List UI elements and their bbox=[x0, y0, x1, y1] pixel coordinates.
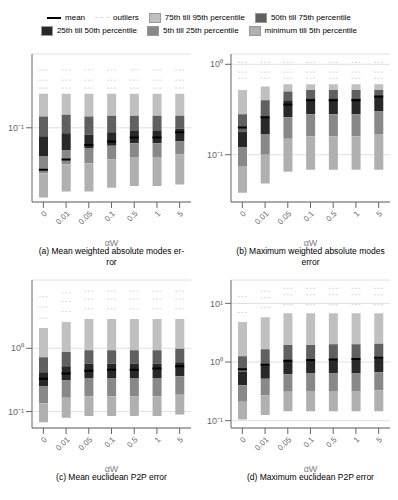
svg-text:0.5: 0.5 bbox=[324, 435, 339, 450]
svg-text:0.01: 0.01 bbox=[253, 209, 271, 227]
svg-text:0: 0 bbox=[39, 435, 49, 445]
svg-text:0.5: 0.5 bbox=[125, 209, 140, 224]
svg-text:αW: αW bbox=[304, 464, 318, 472]
html-text:ror: ror bbox=[106, 257, 117, 267]
svg-text:1: 1 bbox=[153, 209, 163, 219]
svg-text:5: 5 bbox=[375, 209, 385, 219]
svg-text:1: 1 bbox=[153, 435, 163, 445]
svg-text:5: 5 bbox=[176, 209, 186, 219]
svg-text:0.01: 0.01 bbox=[54, 435, 72, 453]
svg-text:0.05: 0.05 bbox=[276, 435, 294, 453]
html-text:25th till 50th percentile: 25th till 50th percentile bbox=[56, 26, 137, 35]
svg-text:10⁰: 10⁰ bbox=[11, 343, 24, 353]
svg-text:0.1: 0.1 bbox=[103, 209, 118, 224]
svg-text:5: 5 bbox=[375, 435, 385, 445]
svg-text:0.1: 0.1 bbox=[302, 435, 317, 450]
html-text:50th till 75th percentile: 50th till 75th percentile bbox=[270, 13, 351, 22]
svg-text:0.5: 0.5 bbox=[125, 435, 140, 450]
html-text:(c) Mean euclidean P2P error: (c) Mean euclidean P2P error bbox=[56, 472, 167, 482]
html-text:5th till 25th percentile: 5th till 25th percentile bbox=[163, 26, 239, 35]
svg-text:0.01: 0.01 bbox=[54, 209, 72, 227]
svg-text:10⁻¹: 10⁻¹ bbox=[8, 407, 24, 417]
svg-text:1: 1 bbox=[352, 435, 362, 445]
svg-text:10⁻¹: 10⁻¹ bbox=[207, 150, 223, 160]
svg-text:0.1: 0.1 bbox=[103, 435, 118, 450]
html-text:mean: mean bbox=[65, 13, 85, 22]
svg-text:αW: αW bbox=[105, 464, 119, 472]
svg-text:αW: αW bbox=[304, 238, 318, 246]
html-text:outliers: outliers bbox=[113, 13, 139, 22]
svg-text:1: 1 bbox=[352, 209, 362, 219]
svg-text:0.5: 0.5 bbox=[324, 209, 339, 224]
svg-text:10⁰: 10⁰ bbox=[210, 59, 223, 69]
html-text:error: error bbox=[301, 257, 320, 267]
svg-text:0.01: 0.01 bbox=[253, 435, 271, 453]
svg-text:0.05: 0.05 bbox=[276, 209, 294, 227]
svg-text:0.05: 0.05 bbox=[77, 435, 95, 453]
svg-text:0: 0 bbox=[238, 209, 248, 219]
html-text:(d) Maximum euclidean P2P erro: (d) Maximum euclidean P2P error bbox=[247, 472, 374, 482]
svg-text:0.1: 0.1 bbox=[302, 209, 317, 224]
svg-text:0: 0 bbox=[39, 209, 49, 219]
svg-text:0: 0 bbox=[238, 435, 248, 445]
svg-text:10⁻¹: 10⁻¹ bbox=[207, 416, 223, 426]
html-text:minimum till 5th percentile: minimum till 5th percentile bbox=[264, 26, 358, 35]
svg-text:10⁰: 10⁰ bbox=[210, 357, 223, 367]
html-text:75th till 95th percentile: 75th till 95th percentile bbox=[164, 13, 245, 22]
html-text:(a) Mean weighted absolute mod: (a) Mean weighted absolute modes er- bbox=[38, 246, 185, 256]
svg-text:αW: αW bbox=[105, 238, 119, 246]
svg-text:10¹: 10¹ bbox=[210, 299, 223, 309]
svg-text:10⁻¹: 10⁻¹ bbox=[8, 123, 24, 133]
svg-text:5: 5 bbox=[176, 435, 186, 445]
html-text:(b) Maximum weighted absolute: (b) Maximum weighted absolute modes bbox=[236, 246, 385, 256]
svg-text:0.05: 0.05 bbox=[77, 209, 95, 227]
